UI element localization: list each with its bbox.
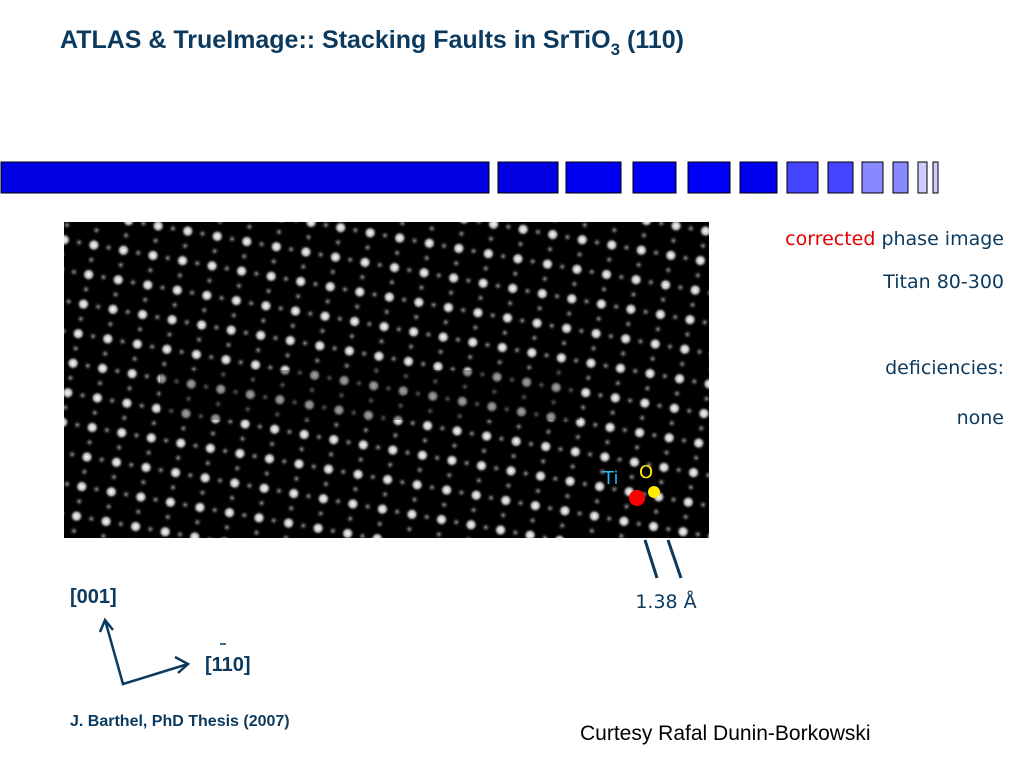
phase-image-text: phase image xyxy=(881,228,1004,250)
reference: J. Barthel, PhD Thesis (2007) xyxy=(70,713,290,730)
title-end: (110) xyxy=(620,26,684,54)
axis-horizontal: [110] xyxy=(205,654,251,676)
ti-dot xyxy=(629,490,645,506)
note-line: corrected phase image xyxy=(785,228,1004,250)
courtesy: Curtesy Rafal Dunin-Borkowski xyxy=(580,722,871,745)
fault-band xyxy=(160,370,580,420)
o-dot xyxy=(648,486,660,498)
axis-arrows xyxy=(98,617,191,686)
corrected: corrected xyxy=(785,228,875,250)
o-label: O xyxy=(639,462,653,483)
axis-vertical: [001] xyxy=(70,586,117,608)
none: none xyxy=(957,407,1004,429)
deficiencies: deficiencies: xyxy=(885,357,1004,379)
distance-label: 1.38 Å xyxy=(635,590,696,613)
ti-label: Ti xyxy=(602,468,618,489)
phase-image xyxy=(64,222,709,538)
decor-bar xyxy=(0,161,939,194)
distance-lines xyxy=(643,539,683,579)
title: ATLAS & TrueImage:: Stacking Faults in S… xyxy=(60,26,684,59)
title-main: ATLAS & TrueImage:: Stacking Faults in S… xyxy=(60,26,611,54)
microscope: Titan 80-300 xyxy=(882,271,1004,293)
title-subscript: 3 xyxy=(611,40,620,59)
